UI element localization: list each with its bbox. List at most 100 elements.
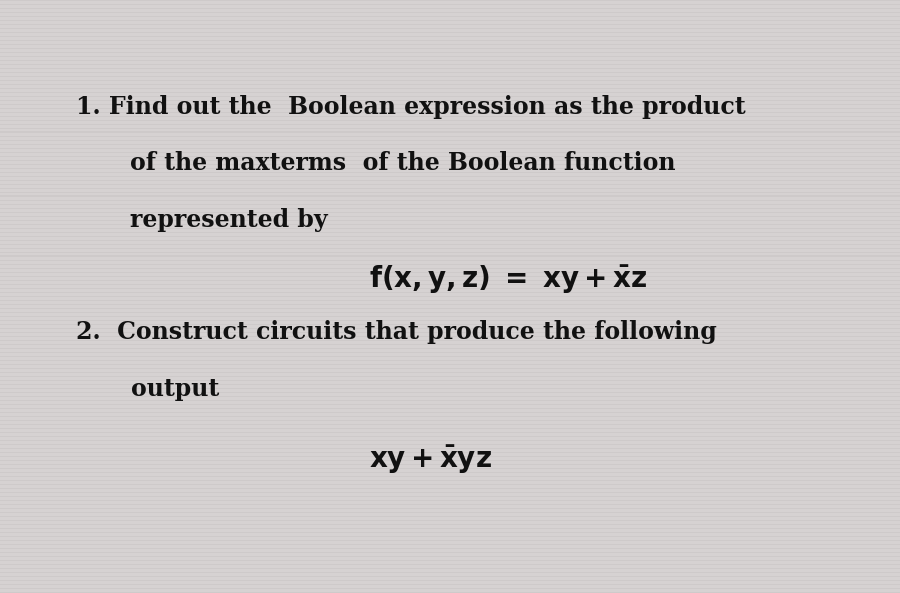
Bar [0, 244, 900, 245]
Bar [0, 288, 900, 289]
Bar [0, 503, 900, 505]
Bar [0, 219, 900, 221]
Bar [0, 176, 900, 177]
Bar [0, 11, 900, 13]
Bar [0, 295, 900, 297]
Bar [0, 212, 900, 213]
Bar [0, 79, 900, 81]
Bar [0, 428, 900, 429]
Bar [0, 240, 900, 241]
Bar [0, 572, 900, 573]
Text: of the maxterms  of the Boolean function: of the maxterms of the Boolean function [130, 151, 676, 175]
Bar [0, 155, 900, 157]
Bar [0, 224, 900, 225]
Bar [0, 88, 900, 89]
Bar [0, 471, 900, 473]
Bar [0, 435, 900, 437]
Bar [0, 160, 900, 161]
Bar [0, 315, 900, 317]
Bar [0, 144, 900, 145]
Bar [0, 331, 900, 333]
Bar [0, 8, 900, 9]
Text: $\mathbf{xy+\bar{x}yz}$: $\mathbf{xy+\bar{x}yz}$ [369, 444, 492, 476]
Bar [0, 75, 900, 77]
Bar [0, 320, 900, 321]
Bar [0, 283, 900, 285]
Bar [0, 151, 900, 153]
Bar [0, 448, 900, 449]
Bar [0, 528, 900, 529]
Bar [0, 407, 900, 409]
Bar [0, 512, 900, 513]
Bar [0, 304, 900, 305]
Bar [0, 591, 900, 593]
Bar [0, 524, 900, 525]
Bar [0, 0, 900, 1]
Bar [0, 460, 900, 461]
Bar [0, 403, 900, 405]
Bar [0, 492, 900, 493]
Bar [0, 36, 900, 37]
Bar [0, 247, 900, 249]
Bar [0, 279, 900, 281]
Bar [0, 208, 900, 209]
Bar [0, 171, 900, 173]
Bar [0, 432, 900, 433]
Bar [0, 263, 900, 265]
Bar [0, 104, 900, 105]
Bar [0, 355, 900, 357]
Bar [0, 439, 900, 441]
Bar [0, 183, 900, 185]
Bar [0, 416, 900, 417]
Bar [0, 167, 900, 169]
Text: output: output [130, 377, 219, 400]
Bar [0, 256, 900, 257]
Bar [0, 31, 900, 33]
Bar [0, 551, 900, 553]
Bar [0, 107, 900, 109]
Bar [0, 4, 900, 5]
Bar [0, 391, 900, 393]
Bar [0, 100, 900, 101]
Bar [0, 387, 900, 389]
Bar [0, 487, 900, 489]
Bar [0, 251, 900, 253]
Bar [0, 135, 900, 137]
Bar [0, 187, 900, 189]
Bar [0, 267, 900, 269]
Bar [0, 192, 900, 193]
Bar [0, 575, 900, 577]
Bar [0, 116, 900, 117]
Bar [0, 120, 900, 121]
Bar [0, 556, 900, 557]
Bar [0, 84, 900, 85]
Bar [0, 59, 900, 61]
Bar [0, 299, 900, 301]
Bar [0, 20, 900, 21]
Bar [0, 215, 900, 217]
Bar [0, 68, 900, 69]
Bar [0, 560, 900, 561]
Text: represented by: represented by [130, 208, 328, 231]
Bar [0, 584, 900, 585]
Bar [0, 311, 900, 313]
Bar [0, 499, 900, 501]
Bar [0, 180, 900, 181]
Bar [0, 203, 900, 205]
Bar [0, 24, 900, 25]
Bar [0, 27, 900, 29]
Bar [0, 568, 900, 569]
Bar [0, 56, 900, 57]
Bar [0, 531, 900, 533]
Bar [0, 272, 900, 273]
Bar [0, 148, 900, 149]
Bar [0, 164, 900, 165]
Bar [0, 464, 900, 465]
Bar [0, 52, 900, 53]
Text: 2.  Construct circuits that produce the following: 2. Construct circuits that produce the f… [76, 320, 717, 344]
Bar [0, 235, 900, 237]
Bar [0, 72, 900, 73]
Bar [0, 563, 900, 565]
Bar [0, 343, 900, 345]
Bar [0, 352, 900, 353]
